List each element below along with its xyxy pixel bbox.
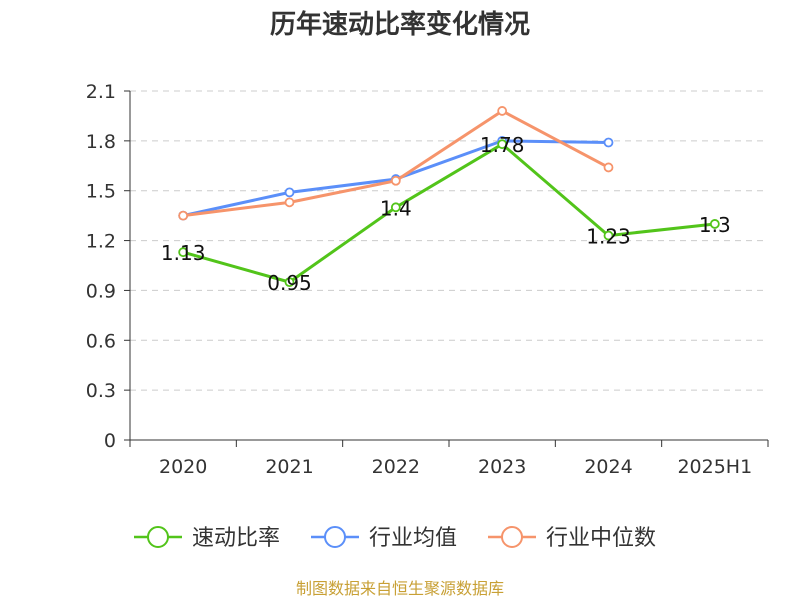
data-point <box>603 230 614 241</box>
legend-item: 行业均值 <box>311 526 457 551</box>
data-label: 1.13 <box>161 241 206 265</box>
legend: 速动比率 行业均值 行业中位数 <box>134 526 656 551</box>
legend-marker <box>324 526 346 548</box>
legend-label: 行业中位数 <box>546 526 656 551</box>
legend-label: 行业均值 <box>369 526 457 551</box>
series-2 <box>178 106 614 221</box>
y-tick-label: 0.9 <box>86 280 116 302</box>
x-tick-label: 2020 <box>159 456 207 478</box>
y-tick-label: 0.3 <box>86 380 116 402</box>
x-tick-label: 2021 <box>265 456 313 478</box>
data-point <box>390 175 401 186</box>
data-label: 1.78 <box>480 133 525 157</box>
y-tick-label: 0.6 <box>86 330 116 352</box>
data-label: 1.3 <box>699 213 731 237</box>
x-axis: 2020 2021 2022 2023 2024 2025H1 <box>129 439 769 478</box>
y-axis: 0 0.3 0.6 0.9 1.2 1.5 1.8 2.1 <box>86 81 131 452</box>
data-point <box>709 219 720 229</box>
data-labels: 1.13 0.95 1.4 1.78 1.23 1.3 <box>161 133 731 295</box>
y-tick-label: 0 <box>104 430 116 452</box>
data-point <box>603 137 614 148</box>
data-point <box>178 210 189 221</box>
data-point <box>603 162 614 173</box>
legend-label: 速动比率 <box>192 526 280 551</box>
data-point <box>284 277 295 288</box>
data-point <box>497 139 508 150</box>
legend-marker <box>501 526 523 548</box>
y-tick-label: 1.2 <box>86 231 116 253</box>
data-label: 1.23 <box>586 225 631 249</box>
y-tick-label: 1.5 <box>86 181 116 203</box>
source-note: 制图数据来自恒生聚源数据库 <box>296 579 504 598</box>
data-label: 1.4 <box>380 196 412 220</box>
series-group <box>178 106 720 288</box>
y-tick-label: 2.1 <box>86 81 116 103</box>
legend-item: 行业中位数 <box>488 526 656 551</box>
chart-title: 历年速动比率变化情况 <box>270 9 530 40</box>
series-0 <box>178 139 720 288</box>
series-line <box>182 142 715 284</box>
data-point <box>178 247 189 258</box>
x-tick-label: 2025H1 <box>677 456 752 478</box>
data-point <box>284 197 295 208</box>
x-tick-label: 2023 <box>478 456 526 478</box>
grid-lines <box>130 90 768 391</box>
data-point <box>284 187 295 198</box>
x-tick-label: 2024 <box>584 456 632 478</box>
data-point <box>390 202 401 213</box>
x-tick-label: 2022 <box>372 456 420 478</box>
y-tick-label: 1.8 <box>86 131 116 153</box>
legend-item: 速动比率 <box>134 526 280 551</box>
legend-marker <box>147 526 169 548</box>
data-point <box>497 106 508 116</box>
data-label: 0.95 <box>267 271 312 295</box>
